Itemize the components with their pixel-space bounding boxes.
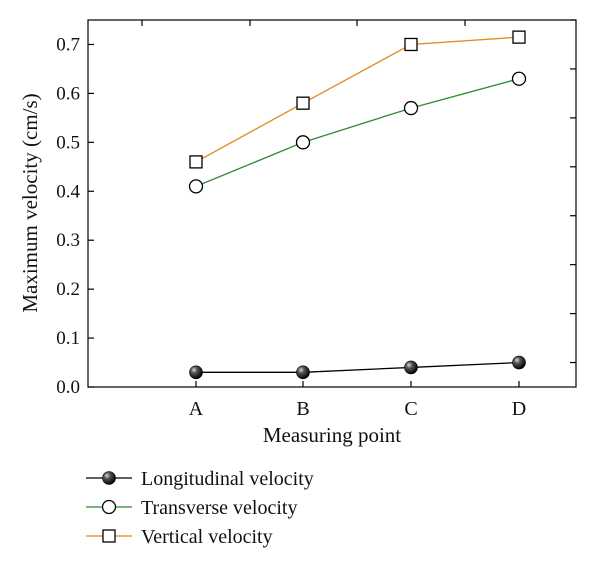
series-line bbox=[195, 36, 520, 163]
series-line bbox=[195, 78, 520, 187]
legend-item: Transverse velocity bbox=[86, 497, 297, 519]
x-tick-label: C bbox=[404, 398, 417, 420]
data-point bbox=[189, 155, 203, 169]
y-tick-label: 0.3 bbox=[56, 230, 80, 251]
plot-frame bbox=[87, 19, 577, 388]
legend-marker bbox=[101, 499, 117, 515]
data-point bbox=[188, 179, 204, 194]
data-point bbox=[404, 37, 418, 52]
data-point bbox=[403, 100, 419, 116]
series-0 bbox=[189, 355, 526, 380]
x-axis-label: Measuring point bbox=[263, 423, 401, 447]
data-point bbox=[512, 30, 526, 44]
x-tick-label: D bbox=[512, 398, 526, 420]
data-point bbox=[295, 135, 311, 150]
y-axis: 0.0 0.1 0.2 0.3 0.4 0.5 0.6 0.7 bbox=[56, 19, 576, 398]
series-line bbox=[196, 361, 520, 373]
data-point bbox=[404, 360, 418, 375]
x-tick-label: A bbox=[189, 398, 204, 420]
legend: Longitudinal velocity Transverse velocity… bbox=[86, 468, 314, 548]
legend-label: Vertical velocity bbox=[141, 526, 273, 548]
y-axis-label: Maximum velocity (cm/s) bbox=[18, 93, 42, 312]
y-tick-label: 0.6 bbox=[56, 83, 80, 104]
data-point bbox=[296, 96, 310, 110]
data-point bbox=[296, 365, 310, 380]
legend-item: Longitudinal velocity bbox=[86, 468, 314, 490]
legend-marker bbox=[102, 471, 116, 485]
x-axis: A B C D bbox=[141, 20, 526, 420]
series-layer bbox=[188, 30, 527, 380]
data-point bbox=[511, 71, 527, 86]
y-tick-label: 0.4 bbox=[56, 181, 80, 202]
y-tick-label: 0.5 bbox=[56, 132, 80, 153]
series-1 bbox=[188, 71, 527, 194]
y-tick-label: 0.7 bbox=[56, 34, 80, 55]
legend-label: Transverse velocity bbox=[141, 497, 297, 519]
legend-marker bbox=[102, 529, 116, 543]
x-tick-label: B bbox=[296, 398, 309, 420]
legend-item: Vertical velocity bbox=[86, 526, 273, 548]
data-point bbox=[512, 355, 526, 370]
y-tick-label: 0.1 bbox=[56, 328, 80, 349]
series-2 bbox=[189, 30, 526, 169]
legend-label: Longitudinal velocity bbox=[141, 468, 314, 490]
data-point bbox=[189, 365, 203, 380]
y-tick-label: 0.0 bbox=[56, 377, 80, 398]
y-tick-label: 0.2 bbox=[56, 279, 80, 300]
